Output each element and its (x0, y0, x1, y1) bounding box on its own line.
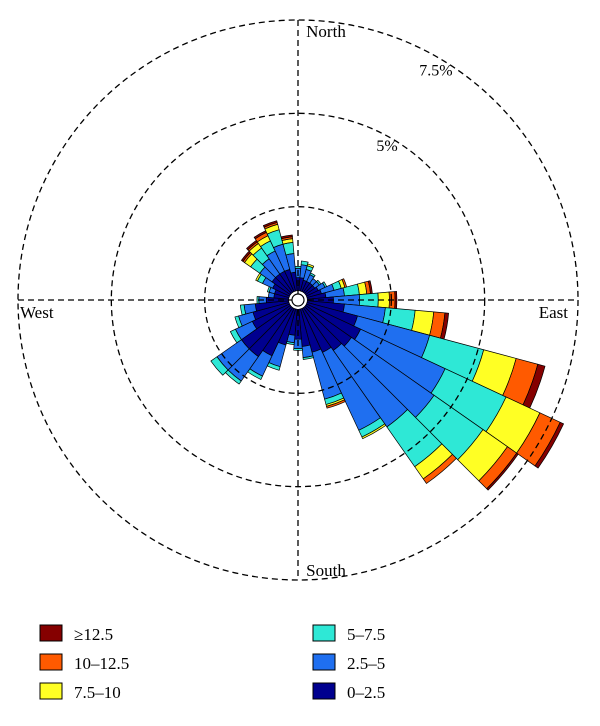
legend-label: 2.5–5 (347, 654, 385, 673)
sector-230 (210, 305, 292, 376)
sector-120 (305, 303, 564, 469)
petal-10-bin-5-7.5 (300, 260, 309, 267)
sector-240 (229, 303, 291, 344)
legend-item-5-7.5: 5–7.5 (312, 624, 385, 644)
petal-180-bin-5-7.5 (293, 348, 303, 351)
ring-label-5: 5% (376, 138, 397, 155)
calm-center (291, 293, 305, 307)
petal-30-bin-5-7.5 (309, 272, 316, 278)
sector-150 (301, 307, 387, 440)
sector-110 (306, 302, 546, 409)
direction-label-north: North (306, 22, 346, 41)
sector-260 (240, 300, 290, 316)
legend-swatch (39, 682, 63, 700)
legend-label: ≥12.5 (74, 625, 113, 644)
legend-item-0-2.5: 0–2.5 (312, 682, 385, 702)
petal-250-bin-5-7.5 (234, 315, 243, 328)
sector-20 (300, 263, 315, 292)
legend-swatch (39, 653, 63, 671)
ring-7.5 (17, 19, 579, 581)
sector-340 (262, 220, 296, 292)
direction-label-south: South (306, 561, 346, 580)
sector-10 (298, 260, 309, 292)
sector-210 (247, 307, 295, 380)
sector-170 (298, 308, 314, 360)
legend-item-10-12.5: 10–12.5 (39, 653, 129, 673)
petal-150-bin-7.5-10 (361, 423, 387, 440)
petal-140-bin-10-12.5 (422, 454, 457, 484)
legend-item-7.5-10: 7.5–10 (39, 682, 121, 702)
petal-240-bin-5-7.5 (229, 328, 242, 344)
sector-350 (280, 234, 298, 292)
legend-swatch (39, 624, 63, 642)
direction-label-west: West (20, 303, 54, 322)
wind-rose-petals (210, 220, 564, 491)
sector-130 (304, 305, 519, 491)
petal-20-bin-7.5-10 (306, 263, 315, 269)
sector-190 (286, 308, 298, 345)
sector-250 (234, 302, 290, 328)
petal-230-bin-5-7.5 (210, 356, 229, 376)
ring-label-7.5: 7.5% (419, 63, 452, 80)
legend-item-2.5-5: 2.5–5 (312, 653, 385, 673)
petal-260-bin-5-7.5 (240, 304, 247, 316)
sector-160 (300, 308, 346, 409)
legend-swatch (312, 682, 336, 700)
petal-90-bin->=12.5 (394, 291, 398, 309)
petal-160-bin-10-12.5 (326, 399, 346, 409)
legend-item->=12.5: ≥12.5 (39, 624, 113, 644)
legend-label: 0–2.5 (347, 683, 385, 702)
legend: ≥12.5 10–12.5 7.5–10 5–7.5 2.5–5 0–2.5 (39, 624, 385, 702)
sector-310 (241, 250, 292, 295)
ring-labels: 5% 7.5% (376, 63, 452, 156)
legend-label: 10–12.5 (74, 654, 129, 673)
petal-350-bin->=12.5 (280, 234, 293, 240)
direction-label-east: East (539, 303, 569, 322)
petal-170-bin-5-7.5 (302, 355, 314, 360)
petal-130-bin->=12.5 (486, 452, 519, 491)
legend-label: 7.5–10 (74, 683, 121, 702)
legend-label: 5–7.5 (347, 625, 385, 644)
petal-120-bin->=12.5 (534, 421, 564, 469)
legend-swatch (312, 653, 336, 671)
petal-340-bin->=12.5 (262, 220, 278, 228)
direction-labels: North East South West (20, 22, 568, 580)
petal-0-bin-5-7.5 (294, 266, 302, 269)
sector-320 (246, 240, 293, 294)
sector-280 (267, 291, 290, 300)
ring-5 (110, 112, 486, 488)
sector-140 (303, 306, 457, 484)
legend-swatch (312, 624, 336, 642)
petal-270-bin-5-7.5 (256, 296, 260, 304)
